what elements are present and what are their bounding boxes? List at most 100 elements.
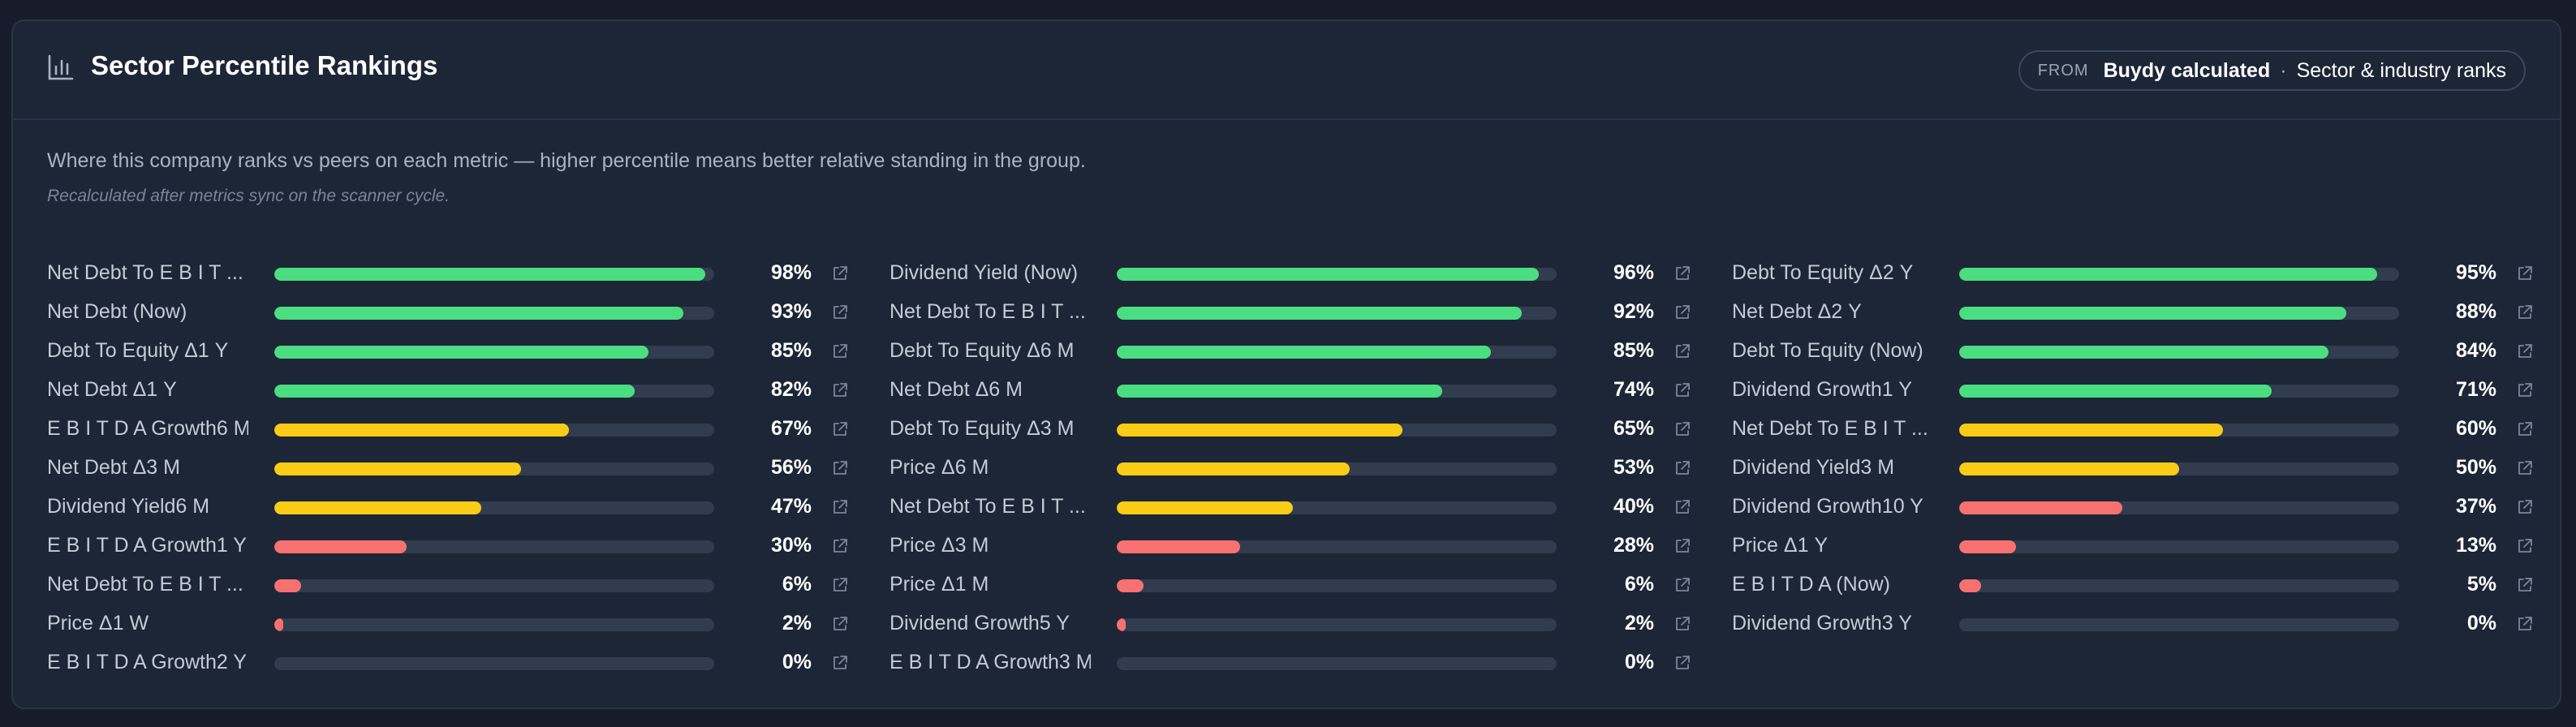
percentile-bar-track	[274, 307, 714, 320]
ranking-row: Debt To Equity Δ1 Y 85%	[47, 336, 864, 375]
ranking-row: Net Debt To E B I T ... 40%	[890, 492, 1707, 531]
ranking-row: Debt To Equity (Now) 84%	[1732, 336, 2549, 375]
external-link-icon[interactable]	[2516, 303, 2534, 321]
percentile-value: 92%	[1613, 300, 1654, 323]
source-from-label: FROM	[2037, 61, 2089, 80]
external-link-icon[interactable]	[831, 615, 849, 633]
external-link-icon[interactable]	[831, 498, 849, 516]
external-link-icon[interactable]	[831, 459, 849, 477]
metric-label: E B I T D A Growth3 M	[890, 651, 1091, 673]
metric-label: E B I T D A Growth6 M	[47, 417, 248, 440]
card-title: Sector Percentile Rankings	[91, 50, 438, 80]
ranking-row: Dividend Yield (Now) 96%	[890, 258, 1707, 297]
ranking-row: Net Debt Δ3 M 56%	[47, 453, 864, 492]
percentile-bar-fill	[1117, 346, 1491, 359]
card-description: Where this company ranks vs peers on eac…	[47, 149, 1086, 172]
external-link-icon[interactable]	[831, 303, 849, 321]
percentile-bar-track	[1959, 462, 2399, 475]
external-link-icon[interactable]	[831, 342, 849, 360]
percentile-bar-fill	[1117, 579, 1144, 592]
percentile-value: 95%	[2455, 261, 2496, 284]
external-link-icon[interactable]	[1674, 537, 1691, 555]
percentile-value: 82%	[770, 378, 812, 401]
metric-label: Price Δ1 M	[890, 573, 989, 596]
percentile-bar-track	[274, 657, 714, 670]
external-link-icon[interactable]	[2516, 615, 2534, 633]
external-link-icon[interactable]	[2516, 459, 2534, 477]
percentile-bar-fill	[1959, 346, 2329, 359]
ranking-row: Price Δ1 M 6%	[890, 570, 1707, 609]
percentile-value: 28%	[1613, 534, 1654, 557]
ranking-row: E B I T D A Growth6 M 67%	[47, 414, 864, 453]
ranking-row: Net Debt Δ2 Y 88%	[1732, 297, 2549, 336]
percentile-value: 30%	[770, 534, 812, 557]
external-link-icon[interactable]	[2516, 381, 2534, 399]
external-link-icon[interactable]	[1674, 615, 1691, 633]
external-link-icon[interactable]	[2516, 576, 2534, 594]
external-link-icon[interactable]	[2516, 498, 2534, 516]
metric-label: Net Debt Δ3 M	[47, 456, 180, 479]
percentile-bar-track	[1959, 424, 2399, 437]
percentile-bar-track	[1959, 579, 2399, 592]
external-link-icon[interactable]	[1674, 459, 1691, 477]
ranking-row: Net Debt To E B I T ... 98%	[47, 258, 864, 297]
ranking-row: E B I T D A (Now) 5%	[1732, 570, 2549, 609]
percentile-bar-fill	[1959, 385, 2272, 398]
external-link-icon[interactable]	[1674, 420, 1691, 438]
sector-percentile-card: Sector Percentile Rankings FROM Buydy ca…	[11, 19, 2561, 709]
external-link-icon[interactable]	[1674, 342, 1691, 360]
percentile-bar-track	[1959, 385, 2399, 398]
external-link-icon[interactable]	[1674, 381, 1691, 399]
percentile-bar-track	[1117, 657, 1557, 670]
percentile-bar-fill	[1117, 540, 1240, 553]
external-link-icon[interactable]	[1674, 303, 1691, 321]
ranking-row: Debt To Equity Δ3 M 65%	[890, 414, 1707, 453]
external-link-icon[interactable]	[831, 381, 849, 399]
percentile-bar-track	[1117, 307, 1557, 320]
external-link-icon[interactable]	[1674, 265, 1691, 282]
percentile-value: 88%	[2455, 300, 2496, 323]
percentile-value: 96%	[1613, 261, 1654, 284]
external-link-icon[interactable]	[831, 537, 849, 555]
percentile-value: 40%	[1613, 495, 1654, 518]
external-link-icon[interactable]	[2516, 342, 2534, 360]
percentile-value: 67%	[770, 417, 812, 440]
percentile-bar-track	[1117, 540, 1557, 553]
percentile-value: 71%	[2455, 378, 2496, 401]
percentile-value: 53%	[1613, 456, 1654, 479]
percentile-bar-fill	[1117, 618, 1126, 631]
percentile-bar-track	[274, 462, 714, 475]
external-link-icon[interactable]	[2516, 265, 2534, 282]
external-link-icon[interactable]	[831, 265, 849, 282]
ranking-row: Dividend Growth5 Y 2%	[890, 609, 1707, 647]
percentile-bar-track	[1117, 501, 1557, 514]
percentile-value: 98%	[770, 261, 812, 284]
percentile-bar-fill	[1959, 462, 2179, 475]
metric-label: Dividend Growth1 Y	[1732, 378, 1912, 401]
metric-label: Net Debt To E B I T ...	[1732, 417, 1928, 440]
external-link-icon[interactable]	[2516, 537, 2534, 555]
metric-label: Net Debt Δ6 M	[890, 378, 1023, 401]
percentile-value: 13%	[2455, 534, 2496, 557]
percentile-value: 37%	[2455, 495, 2496, 518]
external-link-icon[interactable]	[1674, 654, 1691, 672]
external-link-icon[interactable]	[1674, 498, 1691, 516]
percentile-value: 6%	[1624, 573, 1654, 596]
external-link-icon[interactable]	[831, 420, 849, 438]
ranking-column-3: Debt To Equity Δ2 Y 95% Net Debt Δ2 Y 88% De…	[1732, 258, 2549, 647]
metric-label: Net Debt To E B I T ...	[890, 495, 1086, 518]
ranking-row: Dividend Growth3 Y 0%	[1732, 609, 2549, 647]
external-link-icon[interactable]	[2516, 420, 2534, 438]
external-link-icon[interactable]	[831, 654, 849, 672]
ranking-row: Price Δ3 M 28%	[890, 531, 1707, 570]
metric-label: Debt To Equity Δ3 M	[890, 417, 1075, 440]
metric-label: E B I T D A (Now)	[1732, 573, 1890, 596]
percentile-bar-track	[1959, 346, 2399, 359]
percentile-bar-track	[274, 346, 714, 359]
percentile-value: 56%	[770, 456, 812, 479]
metric-label: Dividend Yield6 M	[47, 495, 210, 518]
external-link-icon[interactable]	[1674, 576, 1691, 594]
external-link-icon[interactable]	[831, 576, 849, 594]
percentile-value: 47%	[770, 495, 812, 518]
percentile-bar-track	[1959, 618, 2399, 631]
